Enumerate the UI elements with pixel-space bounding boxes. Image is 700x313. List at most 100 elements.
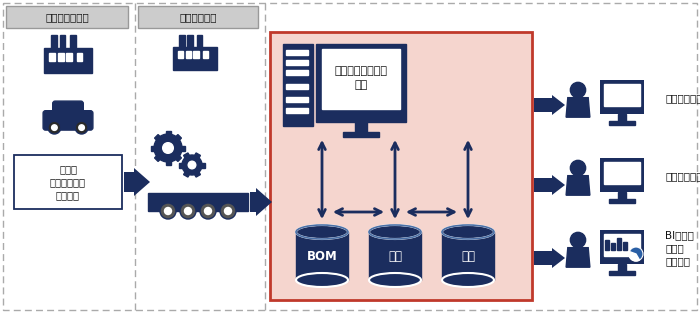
- Bar: [70, 35, 76, 52]
- Bar: [193, 51, 199, 59]
- Bar: [270, 32, 532, 300]
- Polygon shape: [534, 248, 565, 268]
- Bar: [183, 153, 190, 160]
- Ellipse shape: [296, 273, 348, 287]
- Circle shape: [220, 203, 236, 219]
- Circle shape: [185, 208, 192, 214]
- Polygon shape: [566, 98, 590, 117]
- Polygon shape: [566, 176, 590, 195]
- Bar: [194, 153, 200, 160]
- Bar: [618, 114, 626, 121]
- Bar: [179, 35, 185, 52]
- Bar: [286, 84, 308, 89]
- Text: シミュレーション
計算: シミュレーション 計算: [335, 66, 388, 90]
- Bar: [203, 51, 209, 59]
- Circle shape: [204, 208, 211, 214]
- Bar: [611, 243, 615, 250]
- Text: 小上予算管理: 小上予算管理: [665, 93, 700, 103]
- Ellipse shape: [296, 225, 348, 239]
- Circle shape: [154, 134, 182, 162]
- Circle shape: [52, 125, 57, 131]
- Circle shape: [180, 203, 196, 219]
- Text: 部品メーカー: 部品メーカー: [179, 12, 217, 22]
- Text: BOM: BOM: [307, 249, 337, 263]
- Bar: [343, 132, 379, 137]
- Wedge shape: [629, 252, 640, 261]
- Circle shape: [570, 160, 586, 176]
- Bar: [44, 48, 92, 73]
- Bar: [49, 53, 55, 60]
- FancyBboxPatch shape: [43, 111, 93, 130]
- Circle shape: [629, 247, 643, 261]
- Ellipse shape: [369, 273, 421, 287]
- Text: BIツール
による
予実分析: BIツール による 予実分析: [665, 230, 694, 266]
- Bar: [51, 35, 57, 54]
- Bar: [286, 108, 308, 113]
- Bar: [355, 122, 367, 132]
- Bar: [58, 53, 64, 60]
- Bar: [174, 135, 181, 142]
- Bar: [600, 158, 644, 192]
- Bar: [604, 162, 640, 184]
- Ellipse shape: [369, 225, 421, 239]
- Bar: [286, 50, 308, 55]
- Circle shape: [570, 232, 586, 248]
- Bar: [14, 155, 122, 209]
- Bar: [155, 154, 162, 162]
- Circle shape: [162, 143, 174, 153]
- Bar: [197, 35, 202, 51]
- Polygon shape: [534, 95, 565, 115]
- Polygon shape: [534, 175, 565, 195]
- Bar: [600, 80, 644, 114]
- Circle shape: [188, 161, 196, 169]
- Bar: [623, 242, 627, 250]
- Bar: [605, 240, 609, 250]
- Circle shape: [164, 208, 172, 214]
- Polygon shape: [250, 188, 272, 216]
- Bar: [286, 97, 308, 102]
- Bar: [286, 60, 308, 65]
- Bar: [316, 44, 406, 122]
- Bar: [442, 232, 494, 280]
- Bar: [618, 192, 626, 199]
- Bar: [173, 47, 217, 70]
- Bar: [186, 51, 191, 59]
- Bar: [187, 35, 192, 49]
- Bar: [179, 146, 185, 151]
- Bar: [151, 146, 157, 151]
- Bar: [155, 135, 162, 142]
- Text: 計画: 計画: [388, 249, 402, 263]
- Text: 仕入予算計画: 仕入予算計画: [665, 171, 700, 181]
- Circle shape: [182, 155, 202, 175]
- Bar: [618, 264, 626, 271]
- Bar: [76, 53, 83, 60]
- Ellipse shape: [442, 273, 494, 287]
- Bar: [165, 131, 171, 136]
- Bar: [286, 70, 308, 75]
- FancyBboxPatch shape: [52, 101, 83, 117]
- Circle shape: [225, 208, 232, 214]
- Bar: [178, 51, 183, 59]
- Bar: [609, 121, 635, 125]
- Bar: [174, 154, 181, 162]
- Bar: [6, 6, 128, 28]
- Bar: [60, 35, 66, 50]
- Bar: [604, 234, 640, 256]
- Text: 車種別
生産予定台数
（年間）: 車種別 生産予定台数 （年間）: [50, 164, 86, 200]
- Ellipse shape: [442, 225, 494, 239]
- Bar: [138, 6, 258, 28]
- Bar: [609, 271, 635, 275]
- Bar: [165, 160, 171, 165]
- Circle shape: [570, 82, 586, 98]
- Text: 完成車メーカー: 完成車メーカー: [45, 12, 89, 22]
- Bar: [183, 170, 190, 177]
- Polygon shape: [566, 248, 590, 267]
- Circle shape: [160, 203, 176, 219]
- Bar: [617, 238, 621, 250]
- Bar: [148, 193, 248, 211]
- Bar: [199, 162, 204, 167]
- Bar: [600, 230, 644, 264]
- Circle shape: [75, 121, 88, 134]
- Bar: [322, 49, 400, 109]
- Bar: [194, 170, 200, 177]
